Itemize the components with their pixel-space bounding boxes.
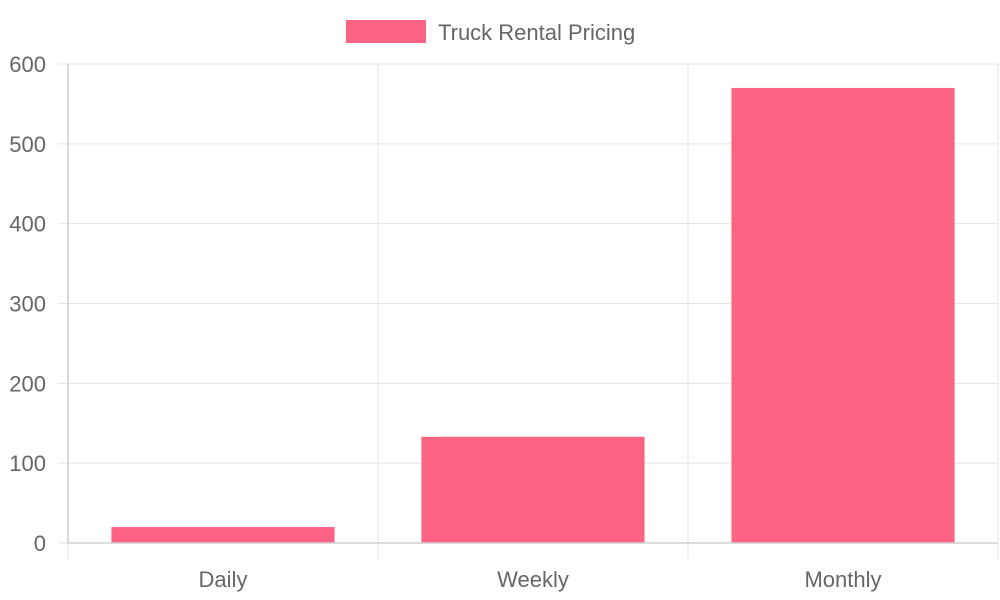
bar-weekly[interactable] <box>421 436 645 543</box>
x-tick-label: Daily <box>199 567 248 592</box>
grid-layer <box>67 63 999 543</box>
x-tick-label: Monthly <box>804 567 881 592</box>
bar-daily[interactable] <box>111 527 335 543</box>
legend-label: Truck Rental Pricing <box>438 20 635 45</box>
y-tick-label: 600 <box>9 52 46 77</box>
y-tick-label: 300 <box>9 292 46 317</box>
x-tick-label: Weekly <box>497 567 569 592</box>
legend-swatch <box>346 20 426 43</box>
y-tick-label: 200 <box>9 371 46 396</box>
legend[interactable]: Truck Rental Pricing <box>346 20 635 45</box>
y-tick-label: 0 <box>34 531 46 556</box>
bars-layer <box>111 87 955 543</box>
y-tick-label: 500 <box>9 132 46 157</box>
y-tick-label: 100 <box>9 451 46 476</box>
axes-layer: 0 100 200 300 400 500 600 Daily Weekly Monthly <box>9 52 999 592</box>
bar-monthly[interactable] <box>731 87 955 543</box>
y-tick-label: 400 <box>9 212 46 237</box>
